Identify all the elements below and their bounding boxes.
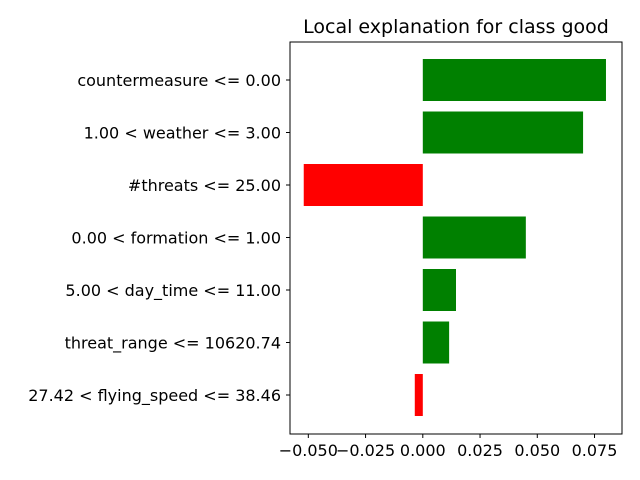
bar-5 — [422, 321, 450, 364]
xtick-label-1: −0.025 — [336, 441, 395, 460]
ytick-label-6: 27.42 < flying_speed <= 38.46 — [28, 386, 281, 406]
ytick-label-4: 5.00 < day_time <= 11.00 — [65, 281, 281, 301]
bar-1 — [422, 111, 584, 154]
bar-6 — [414, 374, 423, 416]
xtick-label-4: 0.050 — [514, 441, 560, 460]
ytick-label-5: threat_range <= 10620.74 — [65, 334, 281, 354]
bar-2 — [303, 164, 423, 206]
bar-4 — [422, 269, 456, 311]
y-axis-ticks: countermeasure <= 0.00 1.00 < weather <= … — [28, 71, 290, 406]
xtick-label-3: 0.025 — [457, 441, 503, 460]
ytick-label-3: 0.00 < formation <= 1.00 — [71, 229, 281, 248]
xtick-label-2: 0.000 — [400, 441, 446, 460]
ytick-label-2: #threats <= 25.00 — [128, 176, 281, 195]
ytick-label-0: countermeasure <= 0.00 — [77, 71, 281, 90]
x-axis-ticks: −0.050−0.025 0.000 0.025 0.050 0.075 — [279, 434, 618, 460]
xtick-label-5: 0.075 — [572, 441, 618, 460]
ytick-label-1: 1.00 < weather <= 3.00 — [84, 124, 281, 143]
plot-frame — [289, 41, 623, 435]
xtick-label-0: −0.050 — [279, 441, 338, 460]
bars-group — [303, 59, 606, 416]
bar-3 — [422, 216, 526, 259]
bar-0 — [422, 59, 606, 101]
chart-title: Local explanation for class good — [303, 16, 609, 38]
